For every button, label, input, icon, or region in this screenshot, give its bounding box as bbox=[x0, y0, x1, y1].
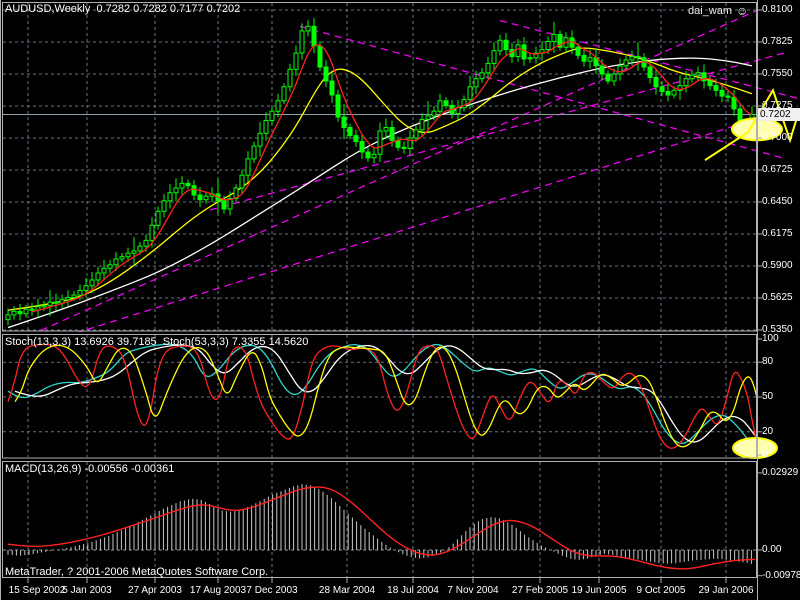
date-axis-label: 17 Aug 2003 bbox=[189, 585, 247, 596]
date-axis-label: 27 Feb 2005 bbox=[511, 585, 569, 596]
date-axis-label: 15 Sep 2002 bbox=[8, 585, 66, 596]
date-axis-label: 29 Jan 2006 bbox=[698, 585, 754, 596]
stoch-axis-label: 20 bbox=[762, 426, 774, 437]
stoch-axis-label: 0 bbox=[762, 449, 768, 460]
price-axis-label: 0.6450 bbox=[762, 196, 793, 207]
price-axis-label: 0.7550 bbox=[762, 68, 793, 79]
date-axis-label: 18 Jul 2004 bbox=[387, 585, 439, 596]
chart-title: AUDUSD,Weekly 0.7282 0.7282 0.7177 0.720… bbox=[5, 3, 241, 15]
date-axis-label: 19 Jun 2005 bbox=[571, 585, 627, 596]
price-axis-label: 0.7275 bbox=[762, 100, 793, 111]
stoch-axis-label: 50 bbox=[762, 391, 774, 402]
watermark: dai_wam ☺ bbox=[688, 4, 748, 18]
date-axis-label: 9 Oct 2005 bbox=[636, 585, 686, 596]
macd-axis-label: -0.00978 bbox=[762, 570, 800, 581]
current-price-box: 0.7202 bbox=[758, 108, 800, 121]
date-axis-label: 28 Mar 2004 bbox=[318, 585, 376, 596]
price-axis-label: 0.6725 bbox=[762, 164, 793, 175]
watermark-label: dai_wam bbox=[688, 5, 733, 17]
date-axis-label: 7 Nov 2004 bbox=[447, 585, 499, 596]
macd-label: MACD(13,26,9) -0.00556 -0.00361 bbox=[5, 463, 175, 475]
price-axis-label: 0.5900 bbox=[762, 260, 793, 271]
price-axis-label: 0.5625 bbox=[762, 292, 793, 303]
stochastic-label: Stoch(13,3,3) 13.6926 39.7185 Stoch(53,3… bbox=[5, 336, 309, 348]
price-axis-label: 0.8100 bbox=[762, 4, 793, 15]
price-axis-label: 0.6175 bbox=[762, 228, 793, 239]
date-axis-label: 7 Dec 2003 bbox=[246, 585, 298, 596]
date-axis-label: 5 Jan 2003 bbox=[62, 585, 112, 596]
price-axis-label: 0.7825 bbox=[762, 36, 793, 47]
date-axis-label: 27 Apr 2003 bbox=[128, 585, 182, 596]
macd-axis-label: 0.00 bbox=[762, 544, 782, 555]
smiley-icon: ☺ bbox=[736, 4, 749, 18]
stoch-axis-label: 80 bbox=[762, 356, 774, 367]
macd-axis-label: 0.02929 bbox=[762, 467, 799, 478]
stoch-axis-label: 100 bbox=[762, 333, 779, 344]
price-axis-label: 0.7000 bbox=[762, 132, 793, 143]
price-axis-label: 0.5350 bbox=[762, 324, 793, 335]
copyright: MetaTrader, ? 2001-2006 MetaQuotes Softw… bbox=[5, 566, 269, 578]
